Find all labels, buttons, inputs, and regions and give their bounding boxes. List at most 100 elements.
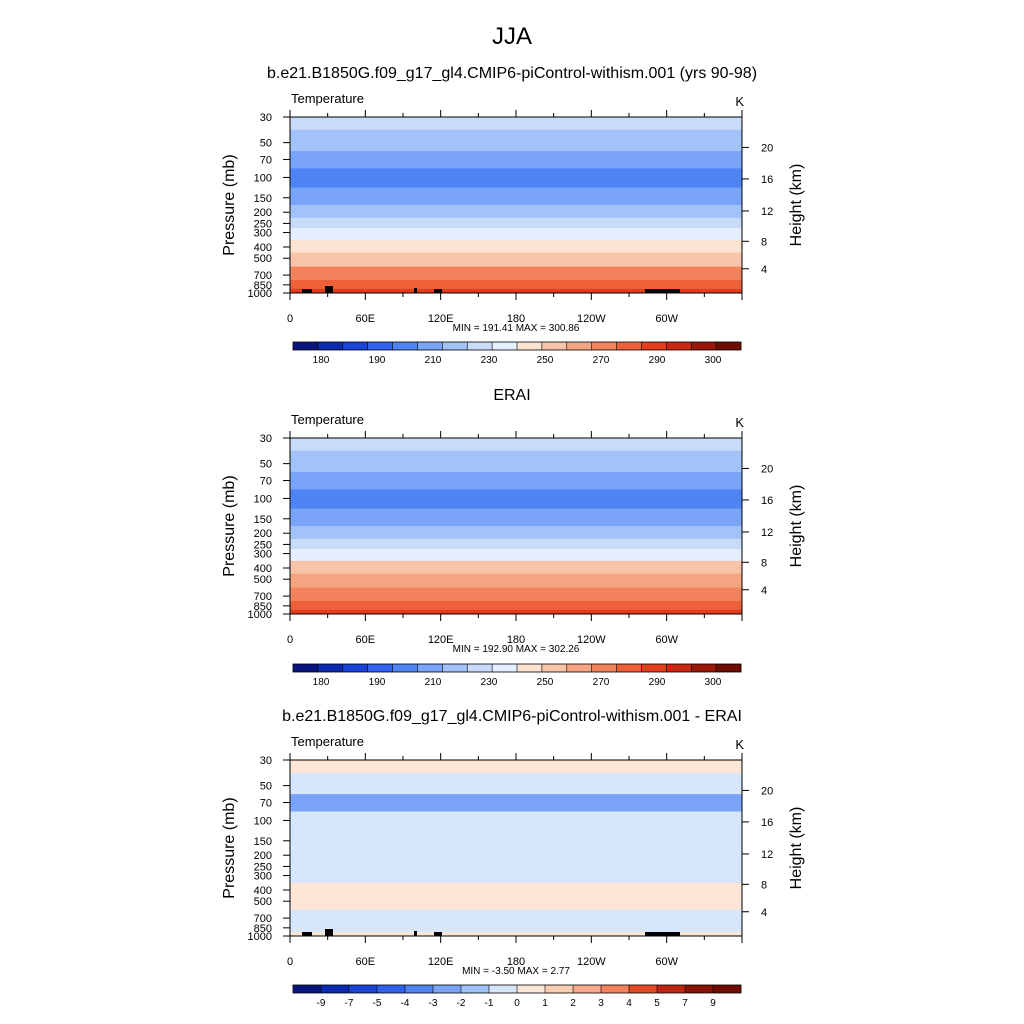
units-label: K: [735, 415, 744, 430]
y-tick-right-label: 16: [761, 174, 773, 186]
y-tick-label: 100: [254, 172, 272, 184]
variable-label: Temperature: [291, 734, 364, 749]
colorbar-label: 290: [649, 677, 666, 688]
contour-band-50: [290, 129, 742, 152]
y-tick-label: 150: [254, 514, 272, 526]
colorbar-swatch: [342, 342, 368, 350]
y-tick-right-label: 12: [761, 206, 773, 218]
topography-mask-4: [434, 289, 442, 293]
contour-field: [290, 438, 742, 614]
colorbar-swatch: [691, 664, 717, 672]
variable-label: Temperature: [291, 412, 364, 427]
contour-band-700: [290, 587, 742, 602]
colorbar-label: 210: [425, 355, 442, 366]
colorbar-swatch: [691, 342, 717, 350]
y-axis-title: Pressure (mb): [221, 154, 238, 255]
colorbar-label: 300: [705, 677, 722, 688]
panel-3: b.e21.B1850G.f09_g17_gl4.CMIP6-piControl…: [221, 708, 805, 1009]
colorbar-swatch: [467, 664, 493, 672]
y-tick-label: 30: [260, 112, 272, 124]
contour-band-30: [290, 438, 742, 452]
colorbar-swatch: [377, 985, 406, 993]
colorbar-swatch: [666, 342, 692, 350]
contour-band-400: [290, 882, 742, 897]
min-max-stats: MIN = 192.90 MAX = 302.26: [453, 644, 580, 655]
y-tick-right-label: 8: [761, 557, 767, 569]
contour-band-850: [290, 922, 742, 933]
contour-band-200: [290, 205, 742, 219]
colorbar-swatch: [566, 664, 592, 672]
colorbar-swatch: [616, 342, 642, 350]
x-tick-label: 120W: [577, 313, 606, 325]
y-tick-label: 70: [260, 155, 272, 167]
contour-band-300: [290, 227, 742, 241]
colorbar-label: -5: [373, 998, 382, 1009]
colorbar-label: 190: [369, 677, 386, 688]
y-tick-label: 100: [254, 815, 272, 827]
x-tick-label: 120E: [428, 634, 454, 646]
contour-band-1000: [290, 931, 742, 936]
topography-mask-3: [414, 288, 417, 293]
colorbar-swatch: [541, 664, 568, 672]
x-tick-label: 60E: [356, 634, 376, 646]
y-tick-label: 30: [260, 433, 272, 445]
x-tick-label: 60W: [655, 956, 678, 968]
colorbar-label: 250: [537, 355, 554, 366]
panel-title: ERAI: [493, 387, 530, 404]
min-max-stats: MIN = -3.50 MAX = 2.77: [462, 966, 570, 977]
colorbar-label: 0: [514, 998, 520, 1009]
topography-mask-5: [645, 932, 680, 936]
colorbar-swatch: [666, 664, 692, 672]
colorbar-swatch: [685, 985, 714, 993]
y-tick-right-label: 8: [761, 236, 767, 248]
colorbar-swatch: [349, 985, 378, 993]
contour-band-300: [290, 870, 742, 884]
contour-band-30: [290, 760, 742, 774]
x-tick-label: 60E: [356, 956, 376, 968]
y-tick-right-label: 20: [761, 463, 773, 475]
colorbar-swatch: [293, 664, 319, 672]
y-tick-label: 200: [254, 850, 272, 862]
contour-band-70: [290, 472, 742, 491]
y-tick-label: 850: [254, 923, 272, 935]
contour-band-150: [290, 830, 742, 849]
colorbar-swatch: [342, 664, 368, 672]
colorbar-swatch: [545, 985, 574, 993]
y-tick-label: 1000: [248, 609, 272, 621]
contour-band-500: [290, 573, 742, 589]
contour-band-250: [290, 538, 742, 550]
colorbar-label: 270: [593, 677, 610, 688]
colorbar-swatch: [566, 342, 592, 350]
x-tick-label: 0: [287, 313, 293, 325]
y-tick-label: 400: [254, 242, 272, 254]
y-axis-right-title: Height (km): [788, 164, 805, 247]
colorbar-swatch: [629, 985, 658, 993]
colorbar-swatch: [591, 342, 617, 350]
contour-band-400: [290, 560, 742, 575]
contour-band-200: [290, 848, 742, 862]
x-tick-label: 60W: [655, 634, 678, 646]
colorbar-swatch: [293, 985, 322, 993]
y-tick-right-label: 4: [761, 264, 767, 276]
y-tick-label: 150: [254, 836, 272, 848]
colorbar-swatch: [442, 342, 468, 350]
colorbar-swatch: [461, 985, 490, 993]
units-label: K: [735, 94, 744, 109]
contour-band-250: [290, 217, 742, 229]
colorbar: 180 190 210 230 250 270 290 300: [292, 663, 742, 688]
y-tick-right-label: 8: [761, 879, 767, 891]
contour-band-200: [290, 526, 742, 540]
y-tick-label: 500: [254, 896, 272, 908]
colorbar: -9 -7 -5 -4 -3 -2 -1 0 1 2 3 4 5 7 9: [292, 984, 742, 1009]
figure-title: JJA: [492, 23, 532, 50]
colorbar-swatch: [293, 342, 319, 350]
variable-label: Temperature: [291, 91, 364, 106]
colorbar: 180 190 210 230 250 270 290 300: [292, 341, 742, 366]
y-tick-label: 700: [254, 591, 272, 603]
y-tick-label: 500: [254, 253, 272, 265]
contour-band-30: [290, 117, 742, 131]
colorbar-swatch: [641, 664, 667, 672]
y-tick-label: 300: [254, 549, 272, 561]
y-tick-label: 1000: [248, 288, 272, 300]
